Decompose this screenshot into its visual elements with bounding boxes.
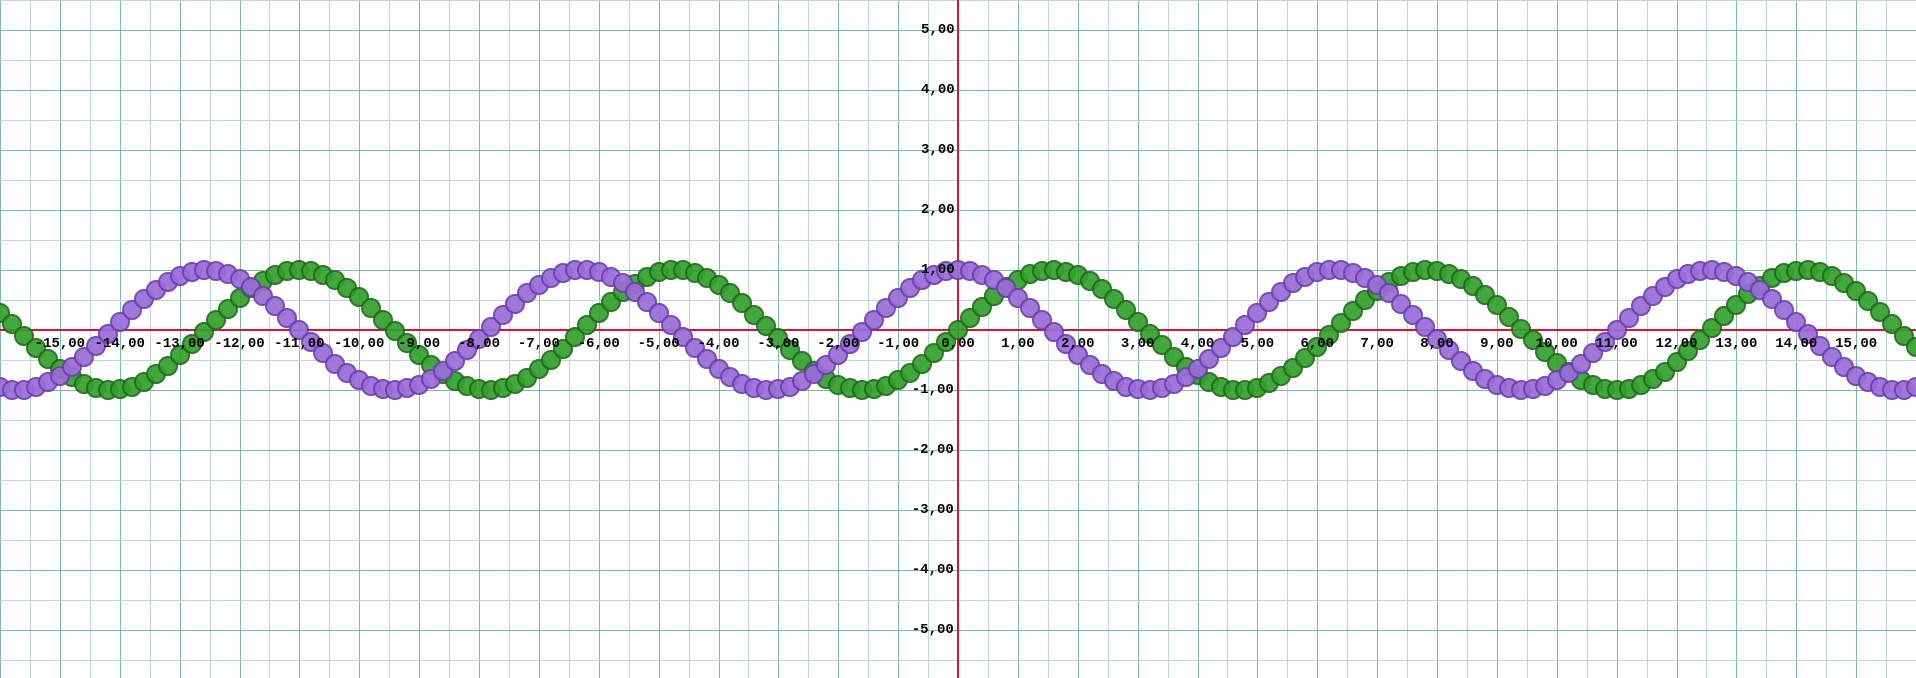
x-tick-label: -8,00	[458, 336, 500, 352]
x-tick-label: 15,00	[1835, 336, 1877, 352]
x-tick-label: 6,00	[1300, 336, 1334, 352]
x-tick-label: -5,00	[638, 336, 680, 352]
gridline-vertical	[1287, 0, 1288, 678]
x-tick-label: -13,00	[154, 336, 204, 352]
gridline-vertical	[449, 0, 450, 678]
gridline-vertical	[748, 0, 749, 678]
x-tick-label: -3,00	[757, 336, 799, 352]
x-tick-label: -12,00	[214, 336, 264, 352]
x-tick-label: 11,00	[1596, 336, 1638, 352]
x-tick-label: -2,00	[817, 336, 859, 352]
x-tick-label: -11,00	[274, 336, 324, 352]
x-tick-label: 14,00	[1775, 336, 1817, 352]
x-tick-label: 13,00	[1715, 336, 1757, 352]
x-tick-label: -7,00	[518, 336, 560, 352]
x-tick-label: 3,00	[1121, 336, 1155, 352]
gridline-vertical	[1766, 0, 1767, 678]
x-tick-label: 5,00	[1241, 336, 1275, 352]
gridline-vertical	[150, 0, 151, 678]
gridline-vertical	[1407, 0, 1408, 678]
y-tick-label: 4,00	[921, 82, 955, 98]
y-tick-label: 5,00	[921, 22, 955, 38]
x-tick-label: -14,00	[95, 336, 145, 352]
y-tick-label: 3,00	[921, 142, 955, 158]
gridline-vertical	[988, 0, 989, 678]
gridline-vertical	[509, 0, 510, 678]
x-tick-label: -6,00	[578, 336, 620, 352]
x-tick-label: -1,00	[877, 336, 919, 352]
x-tick-label: 12,00	[1655, 336, 1697, 352]
gridline-vertical	[1467, 0, 1468, 678]
gridline-vertical	[1886, 0, 1887, 678]
x-tick-label: 10,00	[1536, 336, 1578, 352]
x-tick-label: -15,00	[35, 336, 85, 352]
x-tick-label: 0,00	[941, 336, 975, 352]
gridline-vertical	[1647, 0, 1648, 678]
gridline-vertical	[0, 0, 1, 678]
y-tick-label: 1,00	[921, 262, 955, 278]
coordinate-plane: -15,00 -14,00 -13,00 -12,00 -11,00 -10,00 -9,0…	[0, 0, 1916, 678]
x-tick-label: 8,00	[1420, 336, 1454, 352]
gridline-vertical	[1347, 0, 1348, 678]
x-tick-label: 9,00	[1480, 336, 1514, 352]
gridline-vertical	[808, 0, 809, 678]
y-tick-label: 2,00	[921, 202, 955, 218]
gridline-vertical	[1587, 0, 1588, 678]
gridline-vertical	[329, 0, 330, 678]
gridline-vertical	[1108, 0, 1109, 678]
x-tick-label: -10,00	[334, 336, 384, 352]
x-tick-label: 4,00	[1181, 336, 1215, 352]
y-tick-label: -3,00	[912, 502, 954, 518]
y-tick-label: -1,00	[912, 382, 954, 398]
y-tick-label: -2,00	[912, 442, 954, 458]
gridline-vertical	[269, 0, 270, 678]
x-tick-label: -9,00	[398, 336, 440, 352]
x-tick-label: 7,00	[1360, 336, 1394, 352]
y-tick-label: -5,00	[912, 622, 954, 638]
data-point-green-sine	[1906, 337, 1916, 357]
x-tick-label: 2,00	[1061, 336, 1095, 352]
x-tick-label: 1,00	[1001, 336, 1035, 352]
gridline-vertical	[629, 0, 630, 678]
x-tick-label: -4,00	[697, 336, 739, 352]
y-tick-label: -4,00	[912, 562, 954, 578]
